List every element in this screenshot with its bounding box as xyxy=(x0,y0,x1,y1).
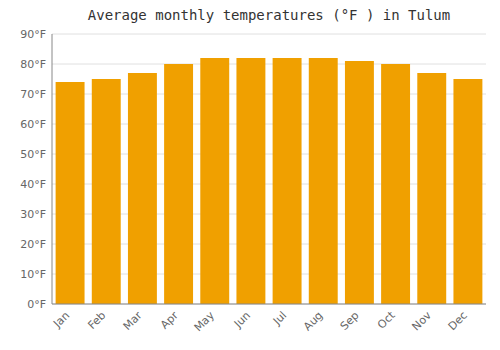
bar xyxy=(200,58,229,304)
grid-line xyxy=(52,304,486,305)
y-tick-label: 70°F xyxy=(20,88,46,101)
y-tick-label: 80°F xyxy=(20,58,46,71)
y-tick-label: 30°F xyxy=(20,208,46,221)
x-axis-line xyxy=(52,304,486,305)
y-tick-label: 20°F xyxy=(20,238,46,251)
chart: Average monthly temperatures (°F ) in Tu… xyxy=(0,0,500,350)
bar xyxy=(236,58,265,304)
bar xyxy=(309,58,338,304)
y-tick-label: 0°F xyxy=(27,298,46,311)
chart-container: Average monthly temperatures (°F ) in Tu… xyxy=(0,0,500,350)
bar xyxy=(128,73,157,304)
x-tick-label: Jun xyxy=(231,309,253,331)
x-tick-label: Dec xyxy=(446,309,470,333)
x-tick-label: Mar xyxy=(121,309,145,333)
grid xyxy=(52,34,486,304)
bar xyxy=(345,61,374,304)
x-tick-label: Jul xyxy=(270,309,289,328)
x-tick-label: Sep xyxy=(338,309,362,333)
y-tick-label: 60°F xyxy=(20,118,46,131)
title: Average monthly temperatures (°F ) in Tu… xyxy=(88,7,450,23)
x-tick-label: Feb xyxy=(85,309,108,332)
x-tick-label: Apr xyxy=(158,309,181,332)
x-tick-label: Nov xyxy=(409,309,434,334)
y-tick-label: 50°F xyxy=(20,148,46,161)
grid-line xyxy=(52,64,486,65)
y-tick-label: 90°F xyxy=(20,28,46,41)
bar xyxy=(381,64,410,304)
bar xyxy=(92,79,121,304)
bar xyxy=(273,58,302,304)
bar xyxy=(453,79,482,304)
x-tick-label: Oct xyxy=(375,308,398,331)
y-tick-label: 10°F xyxy=(20,268,46,281)
grid-line xyxy=(52,34,486,35)
y-axis-line xyxy=(52,34,53,304)
bar xyxy=(164,64,193,304)
bars xyxy=(56,58,483,304)
y-tick-label: 40°F xyxy=(20,178,46,191)
x-tick-label: Aug xyxy=(301,309,325,333)
bar xyxy=(56,82,85,304)
x-tick-label: May xyxy=(192,309,218,335)
bar xyxy=(417,73,446,304)
x-tick-label: Jan xyxy=(50,309,72,331)
